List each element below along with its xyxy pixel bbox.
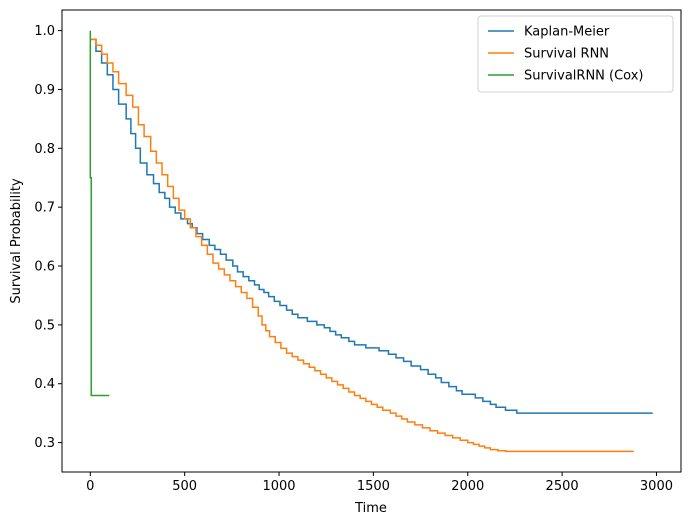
x-tick-label: 1000 <box>262 479 295 494</box>
legend-box <box>477 15 674 93</box>
x-axis: 0 500 1000 1500 2000 2500 3000 <box>86 472 673 494</box>
y-tick-label: 0.6 <box>34 260 55 275</box>
x-tick-label: 1500 <box>357 479 390 494</box>
series-line-1 <box>90 38 653 414</box>
x-tick-label: 3000 <box>640 479 673 494</box>
series-line-3 <box>89 30 110 397</box>
legend-label-3: SurvivalRNN (Cox) <box>524 69 644 84</box>
y-tick-label: 0.8 <box>34 142 55 157</box>
series-line-2 <box>90 38 634 453</box>
y-axis-label: Survival Probability <box>9 178 24 304</box>
y-tick-label: 0.4 <box>34 377 55 392</box>
y-tick-label: 0.7 <box>34 201 55 216</box>
y-tick-label: 0.9 <box>34 83 55 98</box>
legend-label-1: Kaplan-Meier <box>524 25 610 40</box>
x-tick-label: 0 <box>86 479 94 494</box>
y-tick-label: 0.3 <box>34 436 55 451</box>
x-tick-label: 2000 <box>451 479 484 494</box>
y-axis: 0.3 0.4 0.5 0.6 0.7 0.8 0.9 1.0 <box>34 24 62 451</box>
x-tick-label: 2500 <box>546 479 579 494</box>
legend: Kaplan-Meier Survival RNN SurvivalRNN (Cox… <box>477 15 674 93</box>
x-tick-label: 500 <box>172 479 197 494</box>
legend-label-2: Survival RNN <box>524 47 609 62</box>
axes-frame <box>61 9 682 473</box>
x-axis-label: Time <box>354 501 387 516</box>
plot-area <box>89 30 653 453</box>
y-tick-label: 1.0 <box>34 24 55 39</box>
y-tick-label: 0.5 <box>34 318 55 333</box>
